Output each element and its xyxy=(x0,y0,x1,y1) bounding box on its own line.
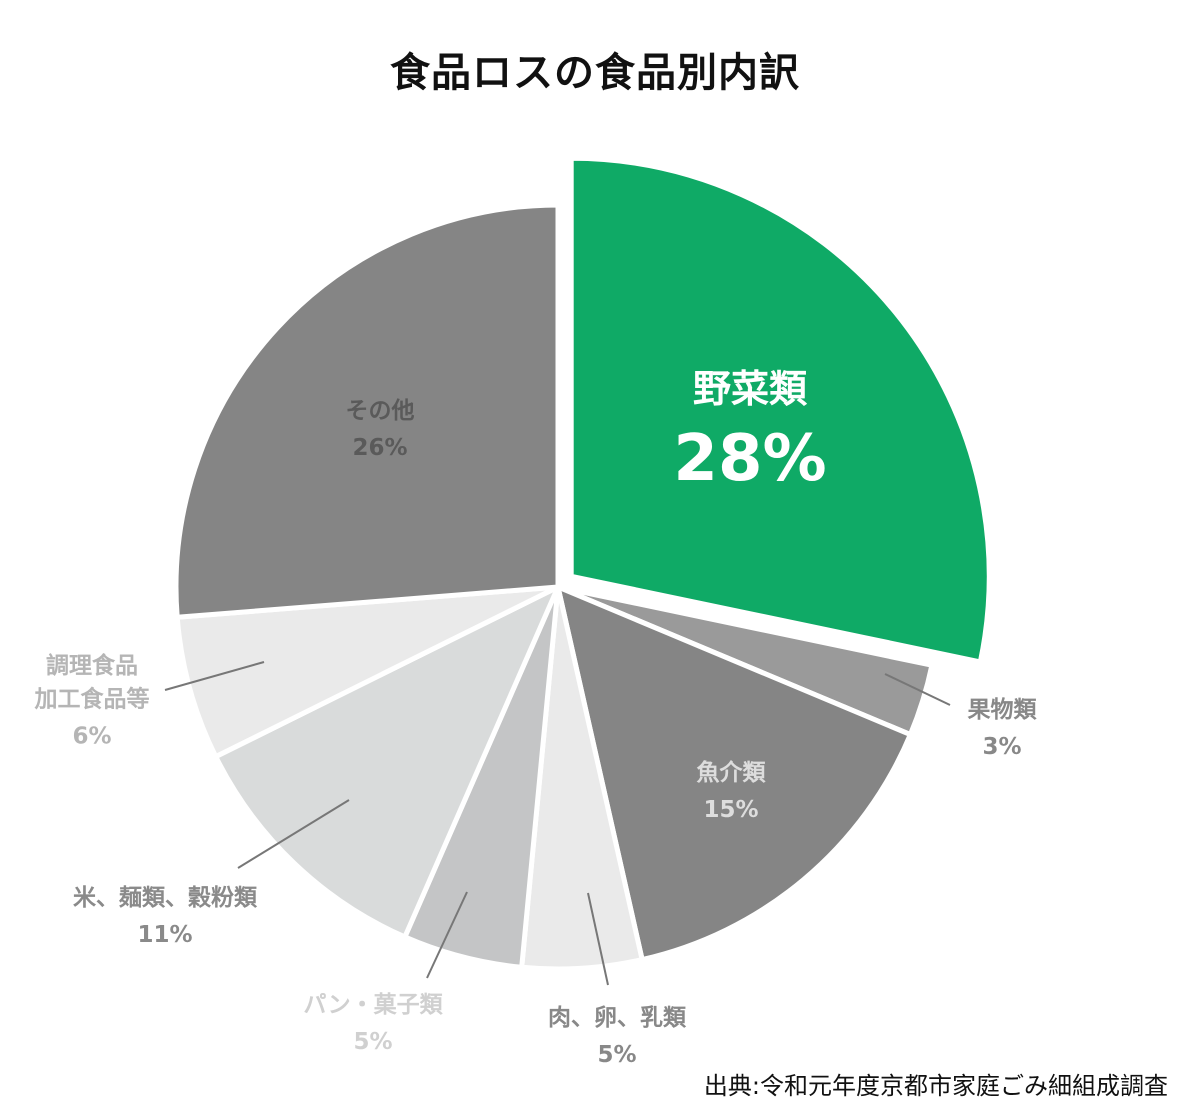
slice-value-4: 5% xyxy=(597,1042,636,1068)
leader-line-2 xyxy=(884,673,951,706)
leader-line-7 xyxy=(164,661,265,691)
slice-label-6: 米、麺類、穀粉類 xyxy=(73,884,258,911)
leader-line-4 xyxy=(587,892,609,986)
slice-label-4: 肉、卵、乳類 xyxy=(548,1004,687,1031)
pie-slice-3 xyxy=(555,584,913,963)
slice-label-7-line-2: 加工食品等 xyxy=(34,685,150,712)
pie-slice-6 xyxy=(213,584,561,940)
slice-value-6: 11% xyxy=(137,922,192,948)
slice-label-1: 野菜類 xyxy=(693,367,808,411)
pie-slices xyxy=(173,155,992,972)
slice-label-2: 果物類 xyxy=(968,696,1038,723)
slice-label-8: その他 xyxy=(346,398,415,424)
source-note: 出典:令和元年度京都市家庭ごみ細組成調査 xyxy=(703,1072,1168,1100)
leader-lines xyxy=(164,661,951,986)
slice-value-5: 5% xyxy=(353,1029,392,1055)
pie-slice-7 xyxy=(174,584,561,760)
leader-line-5 xyxy=(426,891,468,979)
chart-title: 食品ロスの食品別内訳 xyxy=(390,50,800,96)
slice-value-2: 3% xyxy=(982,734,1021,760)
slice-value-7: 6% xyxy=(72,723,111,749)
pie-slice-8 xyxy=(173,202,561,620)
leader-line-6 xyxy=(237,799,350,869)
slice-label-7-line-1: 調理食品 xyxy=(46,652,138,679)
slice-value-1: 28% xyxy=(673,422,826,496)
slice-label-5: パン・菓子類 xyxy=(303,992,443,1018)
slice-value-3: 15% xyxy=(703,797,758,823)
slice-labels: 野菜類 28% 果物類 3% 魚介類 15% 肉、卵、乳類 5% パン・菓子類 5% 米、麺類、穀粉… xyxy=(34,367,1038,1068)
pie-slice-1 xyxy=(568,155,992,665)
slice-label-3: 魚介類 xyxy=(697,759,767,786)
slice-value-8: 26% xyxy=(352,435,407,461)
